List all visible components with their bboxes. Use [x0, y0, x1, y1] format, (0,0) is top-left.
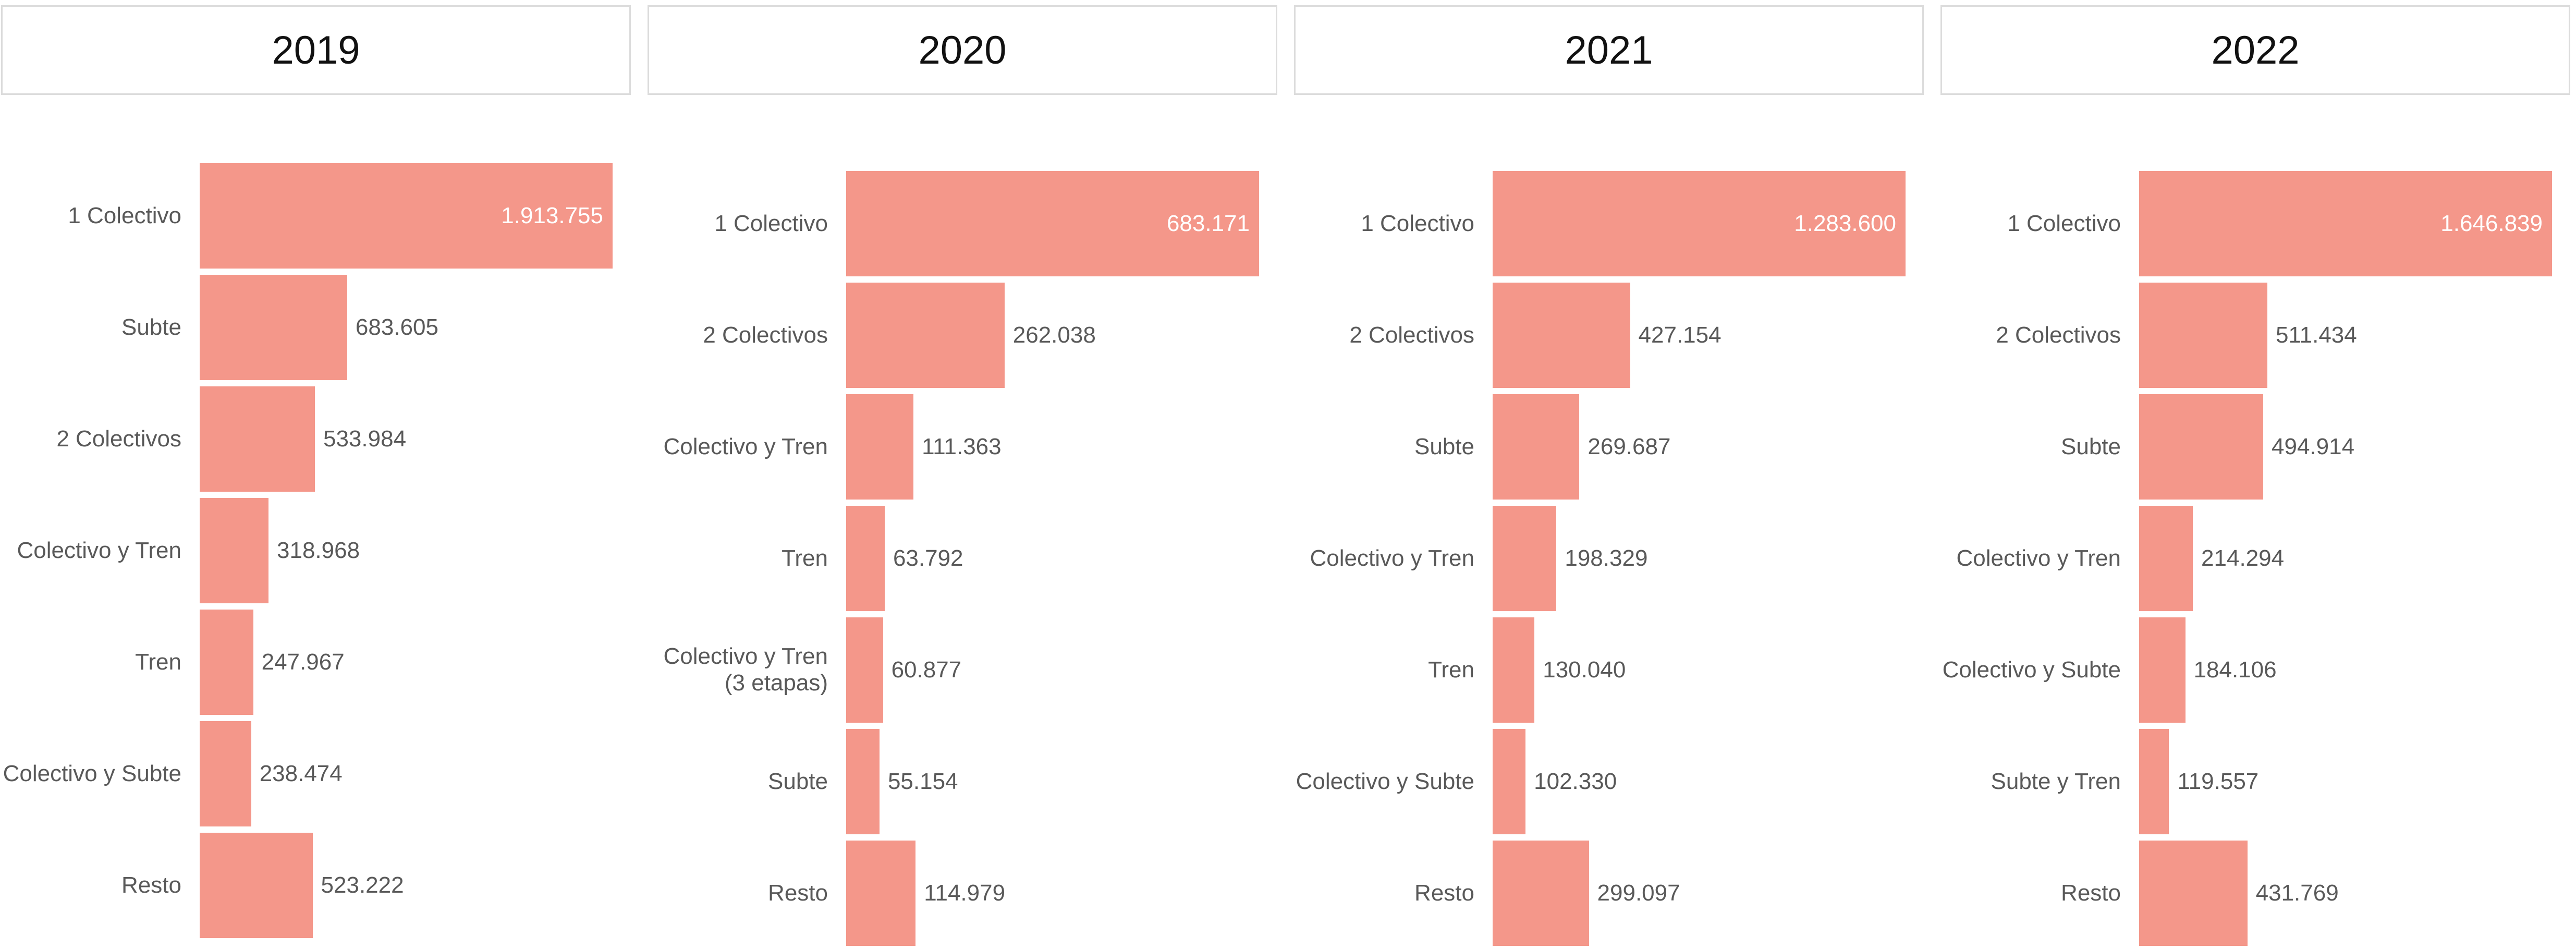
category-label: Tren [135, 649, 181, 675]
category-label: Colectivo y Tren [663, 433, 828, 459]
bar [2139, 841, 2248, 946]
bar [846, 171, 1259, 276]
value-label: 511.434 [2275, 322, 2357, 348]
value-label: 318.968 [277, 538, 360, 563]
category-label: Resto [768, 880, 828, 906]
bar [200, 833, 313, 938]
value-label: 238.474 [259, 761, 343, 786]
bar [2139, 283, 2267, 388]
bar [2139, 171, 2552, 276]
value-label: 111.363 [922, 434, 1002, 459]
bar [846, 394, 914, 500]
value-label: 1.283.600 [1794, 211, 1896, 236]
category-label: Subte y Tren [1991, 768, 2121, 794]
category-label: 1 Colectivo [2007, 210, 2121, 236]
bar [846, 506, 885, 611]
value-label: 262.038 [1012, 322, 1096, 348]
panel-title: 2020 [648, 5, 1277, 95]
bar [200, 721, 251, 826]
bar [200, 275, 347, 380]
category-label: Subte [121, 314, 181, 340]
value-label: 198.329 [1565, 545, 1648, 571]
panel-title: 2021 [1294, 5, 1924, 95]
bar [1493, 506, 1557, 611]
category-label: Subte [768, 768, 828, 794]
value-label: 63.792 [893, 545, 963, 571]
bar [1493, 171, 1906, 276]
value-label: 60.877 [891, 657, 962, 683]
bar [2139, 617, 2186, 723]
category-label: Colectivo y Tren [1310, 545, 1474, 571]
category-label: Tren [1428, 656, 1474, 683]
value-label: 184.106 [2193, 657, 2277, 683]
value-label: 130.040 [1543, 657, 1626, 683]
value-label: 102.330 [1534, 769, 1617, 794]
bar [200, 610, 253, 715]
value-label: 214.294 [2201, 545, 2285, 571]
value-label: 1.646.839 [2440, 211, 2543, 236]
panel-title: 2019 [1, 5, 631, 95]
value-label: 119.557 [2177, 769, 2259, 794]
value-label: 683.171 [1166, 211, 1250, 236]
value-label: 114.979 [924, 880, 1006, 906]
value-label: 533.984 [323, 426, 407, 452]
category-label: Subte [2061, 433, 2121, 459]
category-label: Colectivo y Tren (3 etapas) [663, 643, 828, 696]
category-label: 2 Colectivos [703, 322, 828, 348]
category-label: 2 Colectivos [1349, 322, 1474, 348]
bar [200, 386, 315, 492]
bar [1493, 729, 1526, 834]
category-label: Colectivo y Subte [3, 760, 181, 786]
bar [1493, 394, 1580, 500]
category-label: 1 Colectivo [68, 202, 181, 228]
value-label: 494.914 [2272, 434, 2355, 459]
category-label: Colectivo y Subte [1296, 768, 1474, 794]
value-label: 1.913.755 [501, 203, 603, 228]
category-label: Resto [2061, 880, 2121, 906]
bar [200, 163, 613, 269]
bar [1493, 841, 1589, 946]
panel-title: 2022 [1940, 5, 2570, 95]
category-label: Colectivo y Tren [1956, 545, 2121, 571]
bar [1493, 283, 1630, 388]
category-label: Tren [782, 545, 828, 571]
value-label: 431.769 [2255, 880, 2339, 906]
category-label: Subte [1414, 433, 1474, 459]
category-label: 1 Colectivo [714, 210, 828, 236]
category-label: 2 Colectivos [56, 425, 181, 452]
value-label: 683.605 [355, 314, 438, 340]
value-label: 299.097 [1597, 880, 1680, 906]
bar [846, 283, 1005, 388]
bar [200, 498, 268, 603]
category-label: Resto [1414, 880, 1474, 906]
bar [846, 729, 880, 834]
category-label: 2 Colectivos [1996, 322, 2121, 348]
bar [2139, 729, 2169, 834]
value-label: 523.222 [321, 872, 404, 898]
bar [2139, 394, 2263, 500]
bar [846, 617, 883, 723]
category-label: Resto [121, 872, 181, 898]
value-label: 269.687 [1588, 434, 1671, 459]
value-label: 427.154 [1638, 322, 1722, 348]
category-label: 1 Colectivo [1361, 210, 1474, 236]
category-label: Colectivo y Tren [17, 537, 181, 563]
category-label: Colectivo y Subte [1942, 656, 2121, 683]
bar [2139, 506, 2193, 611]
bar [846, 841, 916, 946]
value-label: 55.154 [887, 769, 958, 794]
bar [1493, 617, 1535, 723]
value-label: 247.967 [261, 649, 345, 675]
